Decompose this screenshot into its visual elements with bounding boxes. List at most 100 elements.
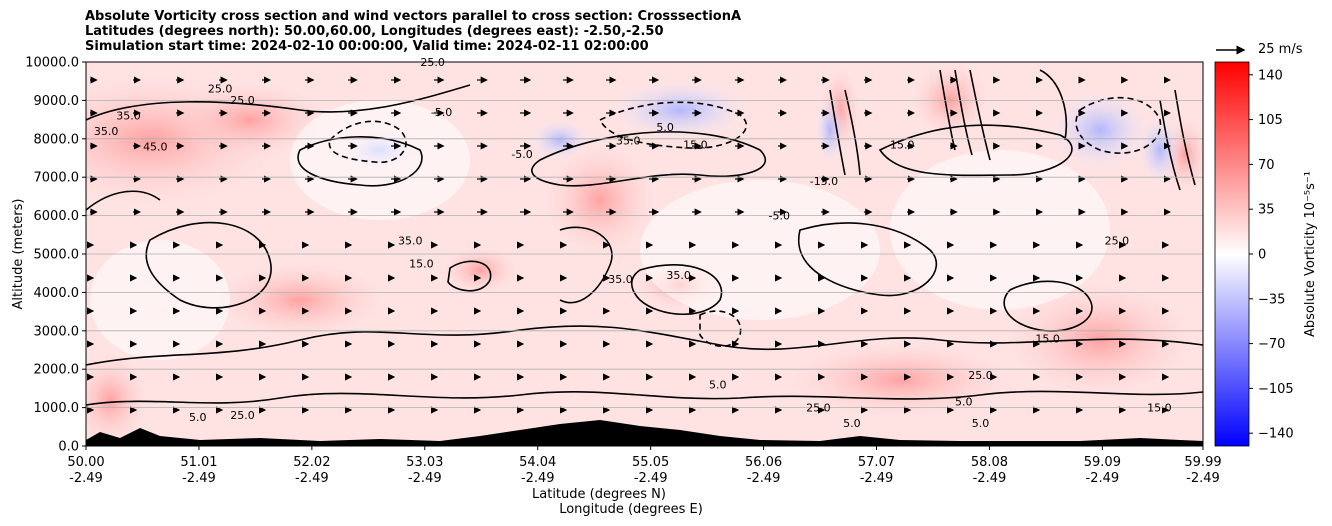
contour-line-0 [86, 325, 1203, 366]
contour-label-12: 15.0 [890, 138, 915, 151]
field-blue-blob-1 [1050, 90, 1150, 170]
colorbar-tick-label-2: 70 [1258, 158, 1275, 173]
contour-label-21: 15.0 [1147, 401, 1172, 414]
x-tick-label-lat-0: 50.00 [67, 455, 104, 470]
contour-line-8 [878, 124, 1073, 177]
contour-line-17 [844, 89, 861, 176]
colorbar-tick-label-0: 140 [1258, 68, 1283, 83]
contour-label-25: 5.0 [709, 378, 727, 391]
field-red-blob-9 [540, 140, 660, 260]
contour-label-2: 35.0 [116, 110, 141, 123]
y-axis: 0.0 1000.0 2000.0 3000.0 4000.0 5000.0 6000.0 7… [25, 56, 86, 455]
contour-label-1: 35.0 [94, 125, 119, 138]
contour-label-7: -5.0 [511, 148, 532, 161]
colorbar [1214, 61, 1250, 447]
field-blue-blob-5 [530, 120, 590, 160]
contour-line-10 [559, 226, 613, 304]
x-axis: 50.00-2.4951.01-2.4952.02-2.4953.03-2.49… [67, 446, 1222, 486]
contour-line-5 [447, 260, 492, 292]
contour-line-19 [1174, 89, 1196, 186]
x-tick-label-lat-8: 58.08 [971, 455, 1008, 470]
colorbar-tick-label-5: −35 [1258, 292, 1285, 307]
contour-label-20: 25.0 [1105, 234, 1130, 247]
field-white-blob-3 [90, 240, 230, 360]
colorbar-tick-label-8: −140 [1258, 427, 1294, 442]
contour-label-5: 25.0 [420, 56, 445, 69]
x-tick-label-lon-3: -2.49 [408, 471, 442, 486]
y-tick-label-3: 3000.0 [34, 324, 80, 339]
x-tick-label-lat-2: 52.02 [293, 455, 330, 470]
field-red-blob-4 [910, 62, 990, 140]
terrain-shape [86, 420, 1203, 446]
x-tick-label-lat-6: 56.06 [745, 455, 782, 470]
wind-vectors [87, 76, 1171, 414]
x-tick-label-lon-5: -2.49 [634, 471, 668, 486]
y-tick-label-2: 2000.0 [34, 363, 80, 378]
x-axis-label-lon: Longitude (degrees E) [559, 502, 703, 517]
x-tick-label-lat-7: 57.07 [858, 455, 895, 470]
colorbar-tick-label-6: −70 [1258, 337, 1285, 352]
x-tick-label-lon-8: -2.49 [973, 471, 1007, 486]
contour-line-1 [86, 390, 1203, 406]
contour-label-15: 15.0 [409, 257, 434, 270]
colorbar-tick-label-7: −105 [1258, 382, 1294, 397]
x-tick-label-lat-10: 59.99 [1184, 455, 1221, 470]
x-tick-label-lon-7: -2.49 [860, 471, 894, 486]
contour-label-10: 5.0 [656, 121, 674, 134]
contour-label-3: 25.0 [208, 83, 233, 96]
x-tick-label-lon-10: -2.49 [1186, 471, 1220, 486]
y-tick-label-6: 6000.0 [34, 209, 80, 224]
contour-line-7 [297, 136, 423, 187]
contour-label-18: 15.0 [1035, 332, 1060, 345]
contour-dashed-3 [699, 310, 742, 348]
field-white-blob-1 [640, 180, 880, 320]
x-tick-label-lon-1: -2.49 [182, 471, 216, 486]
reference-vector-label: 25 m/s [1258, 42, 1303, 57]
field-blue-blob-0 [610, 80, 750, 140]
contour-label-14: 35.0 [398, 234, 423, 247]
contour-label-11: -15.0 [810, 175, 838, 188]
contour-line-15 [969, 69, 991, 161]
x-tick-label-lon-9: -2.49 [1086, 471, 1120, 486]
contour-line-9 [86, 190, 161, 211]
chart-title-line-3: Simulation start time: 2024-02-10 00:00:… [85, 39, 649, 54]
contour-label-4: 25.0 [230, 94, 255, 107]
contour-label-8: 35.0 [616, 135, 641, 148]
field-red-blob-2 [440, 245, 520, 295]
field-white-blob-2 [890, 150, 1110, 310]
colorbar-ticks: 140 105 70 35 0 −35 −70 −105 −140 [1249, 68, 1294, 442]
contour-labels: 45.035.035.025.025.025.0-5.0-5.035.0 15.0… [94, 56, 1172, 430]
contour-line-12 [1003, 280, 1093, 332]
y-tick-label-4: 4000.0 [34, 286, 80, 301]
colorbar-tick-label-3: 35 [1258, 203, 1275, 218]
x-tick-label-lon-0: -2.49 [69, 471, 103, 486]
contour-label-6: -5.0 [431, 106, 452, 119]
contour-label-9: 15.0 [683, 138, 708, 151]
terrain-mask [86, 420, 1203, 446]
y-tick-label-7: 7000.0 [34, 171, 80, 186]
x-tick-label-lat-3: 53.03 [406, 455, 443, 470]
x-tick-label-lon-6: -2.49 [747, 471, 781, 486]
x-tick-label-lat-1: 51.01 [180, 455, 217, 470]
x-tick-label-lon-4: -2.49 [521, 471, 555, 486]
field-red-blob-7 [780, 340, 1020, 420]
contour-dashed-0 [328, 120, 407, 163]
vorticity-field [86, 62, 1203, 446]
contour-line-3 [145, 221, 272, 309]
contour-dashed-2 [1075, 96, 1162, 154]
contour-line-4 [630, 264, 723, 316]
y-tick-label-1: 1000.0 [34, 401, 80, 416]
x-tick-label-lon-2: -2.49 [295, 471, 329, 486]
y-tick-label-9: 9000.0 [34, 94, 80, 109]
y-tick-label-8: 8000.0 [34, 132, 80, 147]
x-tick-label-lat-5: 55.05 [632, 455, 669, 470]
contour-line-2 [86, 84, 471, 121]
colorbar-tick-label-4: 0 [1258, 248, 1266, 263]
contour-dashed-1 [598, 101, 747, 149]
field-blue-blob-2 [1138, 115, 1182, 185]
contour-label-26: 5.0 [189, 411, 207, 424]
y-tick-label-5: 5000.0 [34, 248, 80, 263]
x-axis-label-lat: Latitude (degrees N) [532, 487, 666, 502]
field-white-blob-0 [290, 100, 470, 220]
